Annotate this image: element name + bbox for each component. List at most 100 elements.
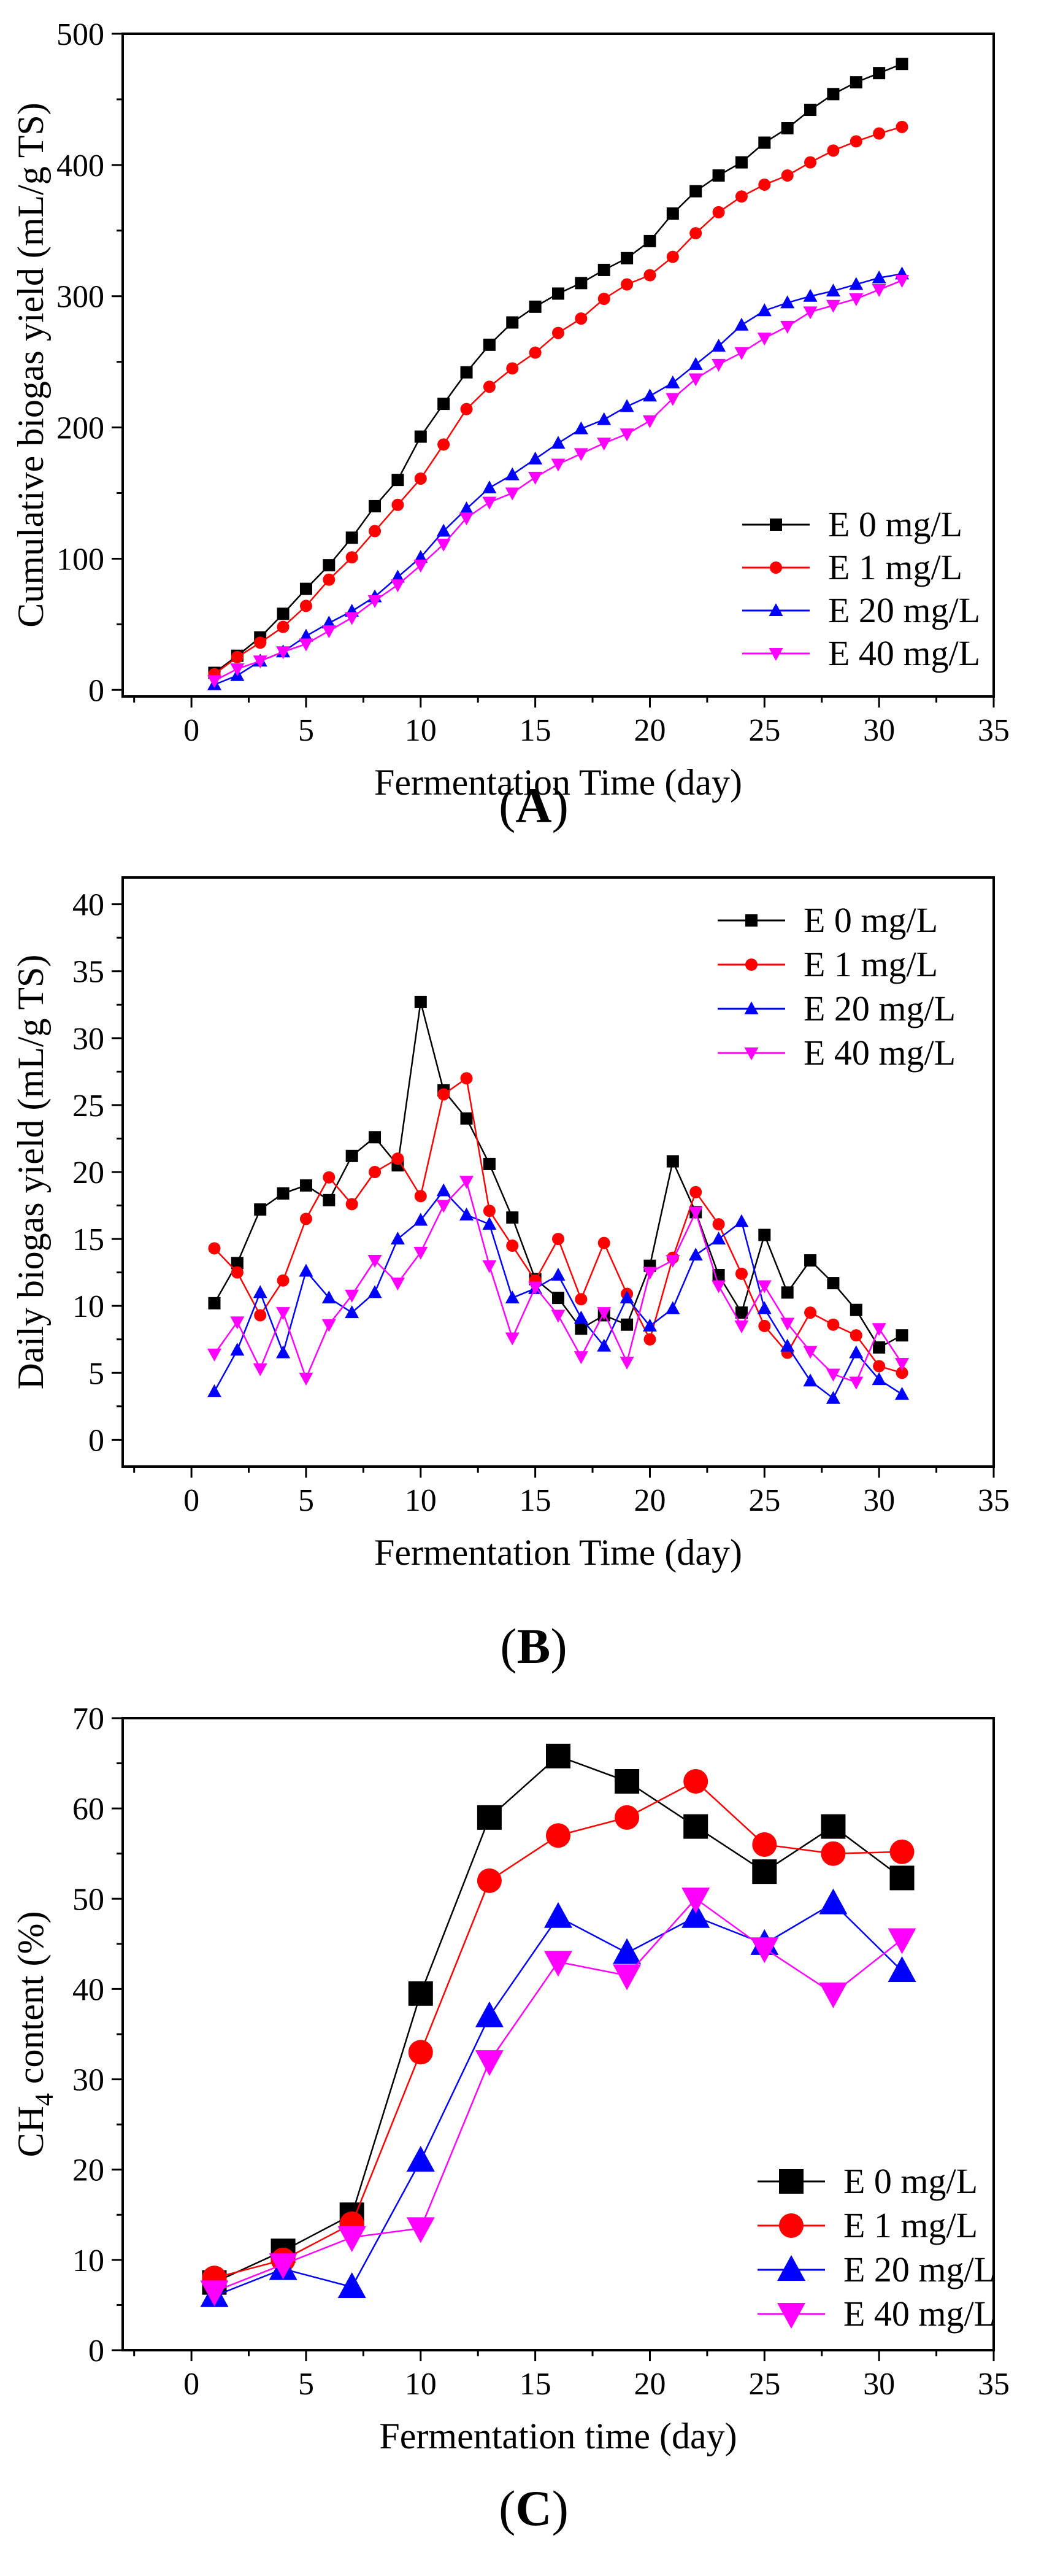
y-tick-label: 10 [72,2243,104,2278]
data-point [712,169,725,182]
data-point [345,612,359,625]
data-point [299,1213,312,1225]
data-point [207,1384,221,1397]
series-line [214,1780,902,2279]
x-tick-label: 35 [978,2367,1010,2402]
data-point [253,655,267,669]
series-e-1-mg-l [208,120,908,681]
data-point [666,1155,679,1168]
data-point [367,595,382,608]
data-point [849,277,864,290]
data-point [552,326,564,339]
y-tick-label: 10 [72,1289,104,1324]
data-point [780,1338,795,1352]
data-point [597,1307,612,1321]
data-point [850,76,862,89]
data-point [896,1367,908,1379]
data-point [597,263,610,276]
data-point [254,636,267,649]
data-point [459,501,474,515]
data-point [826,283,840,297]
data-point [505,1332,520,1346]
data-point [477,1868,502,1893]
data-point [254,1309,267,1322]
data-point [681,1902,710,1928]
series-line [213,63,902,674]
data-point [437,1088,450,1101]
data-point [666,375,680,388]
data-point [735,1306,748,1319]
data-point [597,293,610,305]
data-point [872,284,886,298]
data-point [345,551,358,564]
data-point [873,67,886,80]
x-tick-label: 0 [183,2367,199,2402]
data-point [276,646,291,660]
legend-label: E 0 mg/L [804,900,938,940]
data-point [780,1317,795,1331]
data-point [575,1322,588,1335]
x-tick-label: 20 [634,2367,666,2402]
data-point [642,415,657,428]
legend-marker [770,561,782,574]
legend-item: E 1 mg/L [758,2205,978,2245]
legend: E 0 mg/LE 1 mg/L E 20 mg/L E 40 mg/L [718,900,956,1073]
data-point [345,1198,358,1211]
data-point [758,1319,771,1332]
data-point [642,388,657,402]
legend-item: E 40 mg/L [758,2294,996,2334]
data-point [574,421,588,434]
data-point [666,207,679,220]
data-point [506,316,519,329]
data-point [757,1301,772,1314]
data-point [483,1205,496,1217]
x-tick-label: 15 [520,713,551,748]
legend-label: E 40 mg/L [828,633,980,673]
legend-item: E 1 mg/L [718,944,938,984]
data-point [436,1200,451,1213]
data-point [895,1387,910,1400]
x-tick-label: 30 [863,1483,895,1518]
data-point [321,1319,336,1332]
y-tick-label: 15 [72,1222,104,1257]
data-point [200,2280,229,2307]
series-e-40-mg-l [207,275,910,688]
data-point [804,104,817,117]
data-point [459,1176,474,1189]
data-point [752,1859,777,1884]
data-point [735,1267,748,1280]
data-point [712,1280,726,1294]
data-point [277,1274,290,1287]
data-point [642,1267,657,1280]
data-point [819,1982,848,2008]
data-point [369,499,382,512]
y-tick-label: 35 [72,955,104,990]
legend-label: E 1 mg/L [843,2205,978,2245]
data-point [873,1341,886,1354]
legend-marker [769,603,783,616]
data-point [575,277,588,290]
y-tick-label: 0 [88,673,104,708]
data-point [889,1865,915,1891]
data-point [597,412,612,425]
data-point [621,1318,634,1331]
data-point [666,393,680,406]
legend-marker [745,958,758,971]
data-point [781,121,794,134]
data-point [253,1363,267,1376]
data-point [269,2253,297,2280]
data-point [821,1814,846,1839]
x-tick-label: 25 [748,1483,780,1518]
panel-label: (A) [499,777,569,833]
legend-label: E 20 mg/L [804,989,956,1028]
data-point [483,338,496,351]
panel-label: (C) [499,2480,569,2536]
data-point [460,366,473,379]
y-tick-label: 20 [72,2153,104,2188]
y-tick-label: 400 [56,148,104,183]
data-point [483,380,496,393]
x-tick-label: 15 [520,2367,551,2402]
legend-marker [744,1047,759,1060]
series-e-0-mg-l [208,58,908,679]
